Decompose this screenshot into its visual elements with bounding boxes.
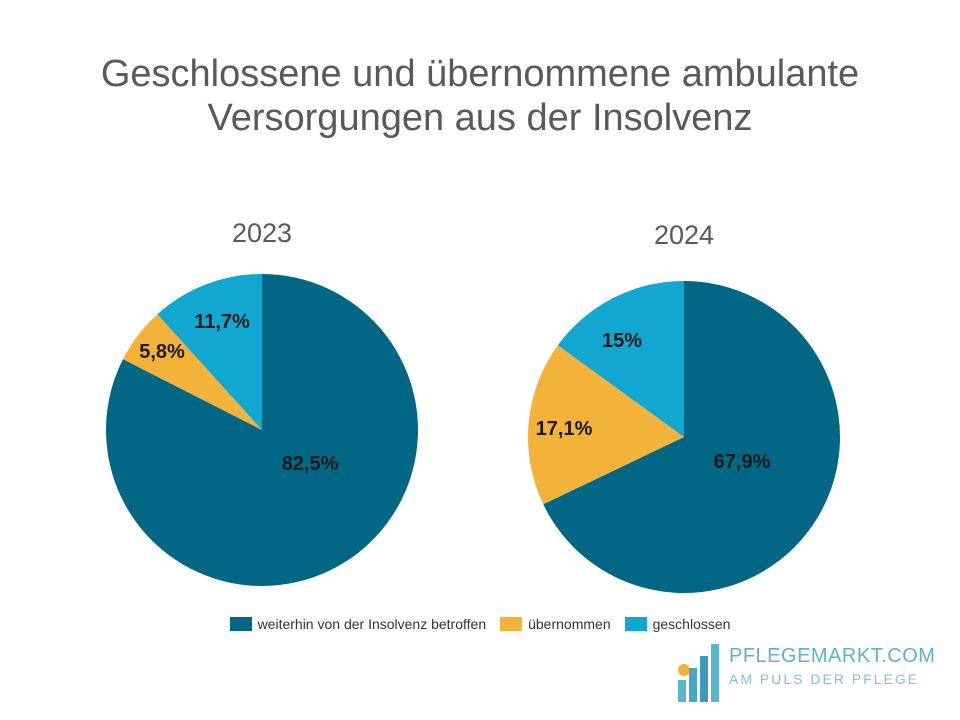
legend-swatch: [229, 617, 252, 631]
legend-item: weiterhin von der Insolvenz betroffen: [229, 616, 487, 632]
logo-name: PFLEGEMARKT.COM: [729, 645, 936, 667]
legend: weiterhin von der Insolvenz betroffen übe…: [0, 616, 960, 632]
legend-swatch: [624, 617, 647, 631]
legend-label: übernommen: [528, 616, 611, 632]
pie-slice: [123, 314, 262, 430]
legend-item: übernommen: [500, 616, 611, 632]
pie-slice: [157, 274, 262, 430]
pie-slice: [557, 281, 684, 437]
logo-tagline: AM PULS DER PFLEGE: [729, 671, 920, 687]
pie-slice: [528, 345, 684, 505]
pie-title: 2023: [232, 218, 292, 248]
pie-slice: [543, 281, 840, 593]
legend-label: geschlossen: [652, 616, 731, 632]
slice-label: 15%: [602, 330, 642, 352]
pie-title: 2024: [654, 220, 714, 250]
pie-chart-2023: 2023 82,5% 5,8% 11,7%: [105, 218, 418, 587]
legend-label: weiterhin von der Insolvenz betroffen: [257, 616, 487, 632]
legend-item: geschlossen: [624, 616, 731, 632]
logo: PFLEGEMARKT.COM AM PULS DER PFLEGE: [676, 640, 935, 704]
slice-label: 5,8%: [139, 341, 185, 363]
slice-label: 11,7%: [194, 311, 250, 333]
slice-label: 82,5%: [282, 453, 339, 475]
logo-bars-icon: [678, 644, 719, 702]
pie-slice: [105, 274, 418, 587]
slice-label: 17,1%: [536, 418, 593, 440]
slice-label: 67,9%: [714, 451, 771, 473]
legend-swatch: [500, 617, 523, 631]
pie-chart-2024: 2024 67,9% 17,1% 15%: [528, 220, 840, 593]
chart-title: Geschlossene und übernommene ambulante V…: [100, 53, 860, 139]
